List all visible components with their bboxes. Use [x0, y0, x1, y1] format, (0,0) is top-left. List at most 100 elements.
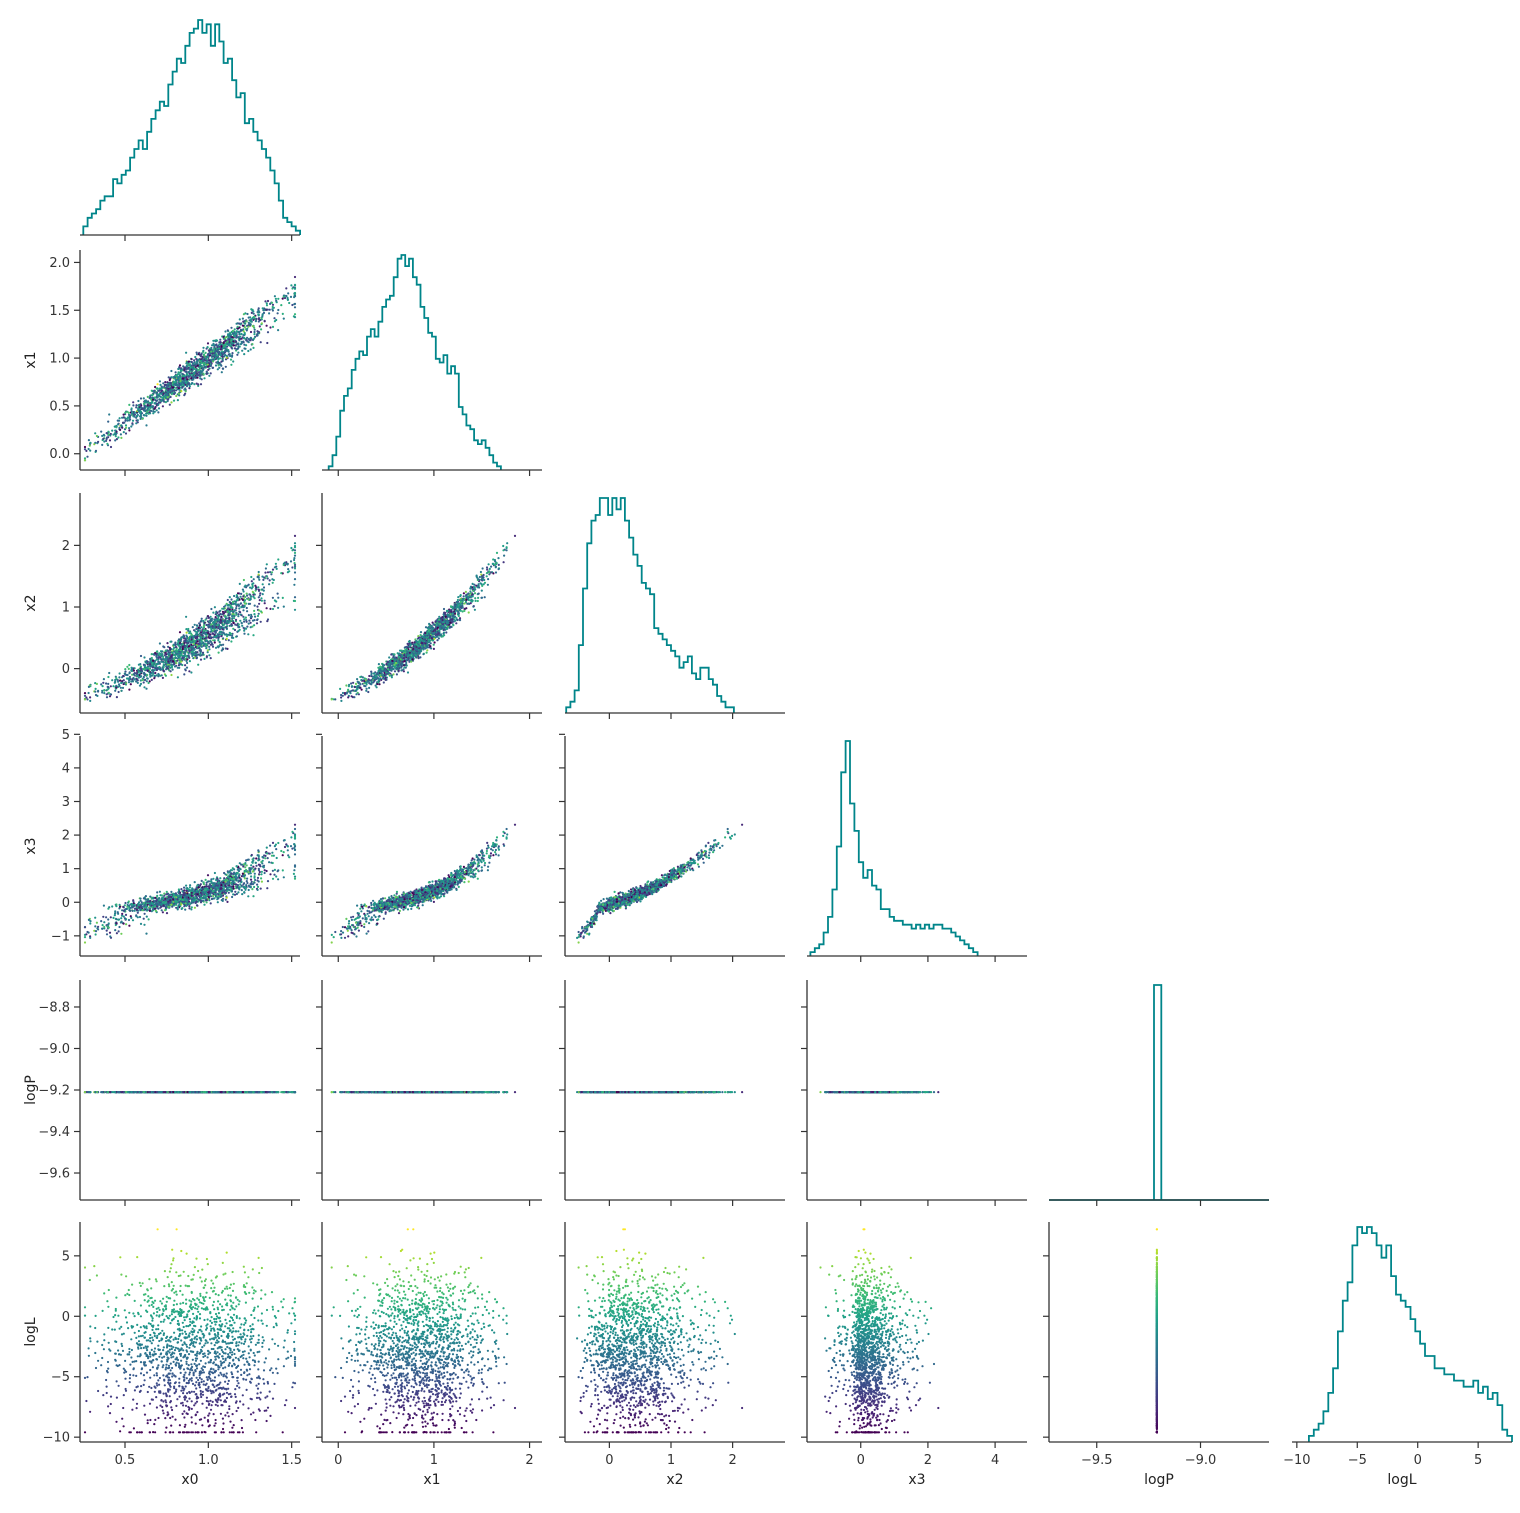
scatter-point [120, 424, 123, 427]
scatter-point [173, 665, 177, 668]
scatter-point [174, 371, 177, 374]
scatter-point [170, 890, 173, 894]
scatter-point [286, 562, 289, 566]
scatter-point [218, 641, 221, 644]
scatter-point [163, 385, 166, 388]
scatter-point [485, 572, 488, 575]
scatter-point [250, 595, 253, 598]
scatter-point [162, 657, 165, 661]
scatter-point [232, 610, 235, 613]
scatter-point [147, 665, 150, 668]
scatter-point [466, 602, 469, 605]
scatter-point [211, 632, 214, 635]
scatter-point [353, 685, 356, 689]
scatter-point [136, 681, 139, 685]
scatter-point [158, 656, 161, 659]
scatter-point [289, 560, 293, 563]
scatter-point [291, 566, 294, 569]
scatter-point [275, 567, 278, 571]
scatter-point [174, 378, 177, 381]
scatter-point [350, 695, 353, 698]
scatter-point [277, 297, 280, 300]
scatter-point [212, 360, 215, 363]
scatter-point [179, 658, 182, 661]
scatter-point [94, 690, 97, 693]
scatter-point [227, 353, 230, 356]
scatter-point [486, 583, 489, 586]
scatter-point [215, 339, 218, 342]
scatter-point [486, 568, 489, 571]
scatter-point [160, 385, 163, 388]
scatter-point [266, 299, 270, 303]
scatter-point [268, 579, 271, 582]
scatter-point [453, 612, 457, 615]
scatter-point [128, 403, 131, 406]
scatter-point [137, 404, 140, 407]
scatter-point [174, 656, 177, 659]
scatter-point [139, 654, 143, 658]
scatter-point [497, 557, 500, 560]
scatter-point [181, 647, 184, 651]
scatter-point [186, 661, 189, 665]
scatter-point [291, 303, 294, 307]
scatter-point [164, 389, 167, 392]
scatter-point [225, 627, 228, 630]
scatter-point [176, 376, 179, 379]
scatter-point [208, 654, 211, 657]
scatter-point [243, 336, 246, 340]
scatter-point [202, 349, 205, 352]
scatter-point [114, 435, 117, 438]
scatter-point [183, 642, 186, 645]
scatter-point [232, 332, 235, 335]
scatter-point [85, 696, 88, 699]
scatter-point [149, 396, 152, 399]
scatter-point [382, 666, 385, 669]
scatter-point [445, 621, 448, 624]
scatter-point [116, 419, 119, 422]
scatter-point [271, 607, 275, 611]
scatter-point [266, 331, 270, 334]
scatter-point [396, 665, 400, 668]
scatter-point [388, 674, 391, 677]
scatter-point [155, 658, 158, 661]
scatter-point [415, 656, 418, 659]
scatter-point [492, 562, 495, 565]
scatter-point [457, 614, 460, 618]
scatter-point [219, 353, 222, 357]
scatter-point [203, 657, 206, 661]
scatter-point [94, 693, 98, 697]
scatter-point [97, 440, 100, 443]
scatter-point [195, 351, 198, 354]
scatter-point [173, 392, 176, 396]
scatter-point [502, 549, 505, 552]
scatter-point [160, 650, 163, 653]
scatter-point [214, 629, 217, 632]
scatter-point [105, 693, 108, 696]
scatter-point [128, 427, 131, 430]
scatter-point [389, 668, 393, 671]
scatter-point [229, 358, 233, 361]
scatter-point [266, 620, 269, 623]
scatter-point [404, 666, 407, 669]
scatter-point [257, 332, 260, 335]
scatter-point [137, 671, 140, 674]
scatter-point [257, 586, 260, 589]
scatter-point [194, 355, 197, 359]
scatter-point [202, 346, 205, 349]
scatter-point [370, 673, 373, 677]
scatter-point [397, 669, 400, 672]
scatter-point [229, 354, 232, 358]
scatter-point [256, 614, 260, 618]
scatter-point [217, 618, 220, 621]
scatter-point [271, 596, 274, 599]
scatter-point [242, 578, 245, 582]
scatter-point [204, 618, 207, 621]
scatter-point [503, 554, 506, 557]
scatter-point [164, 651, 167, 654]
scatter-point [270, 573, 273, 576]
scatter-point [207, 632, 210, 635]
scatter-point [178, 647, 182, 650]
scatter-point [412, 650, 415, 653]
scatter-point [243, 322, 247, 325]
scatter-point [293, 306, 297, 309]
